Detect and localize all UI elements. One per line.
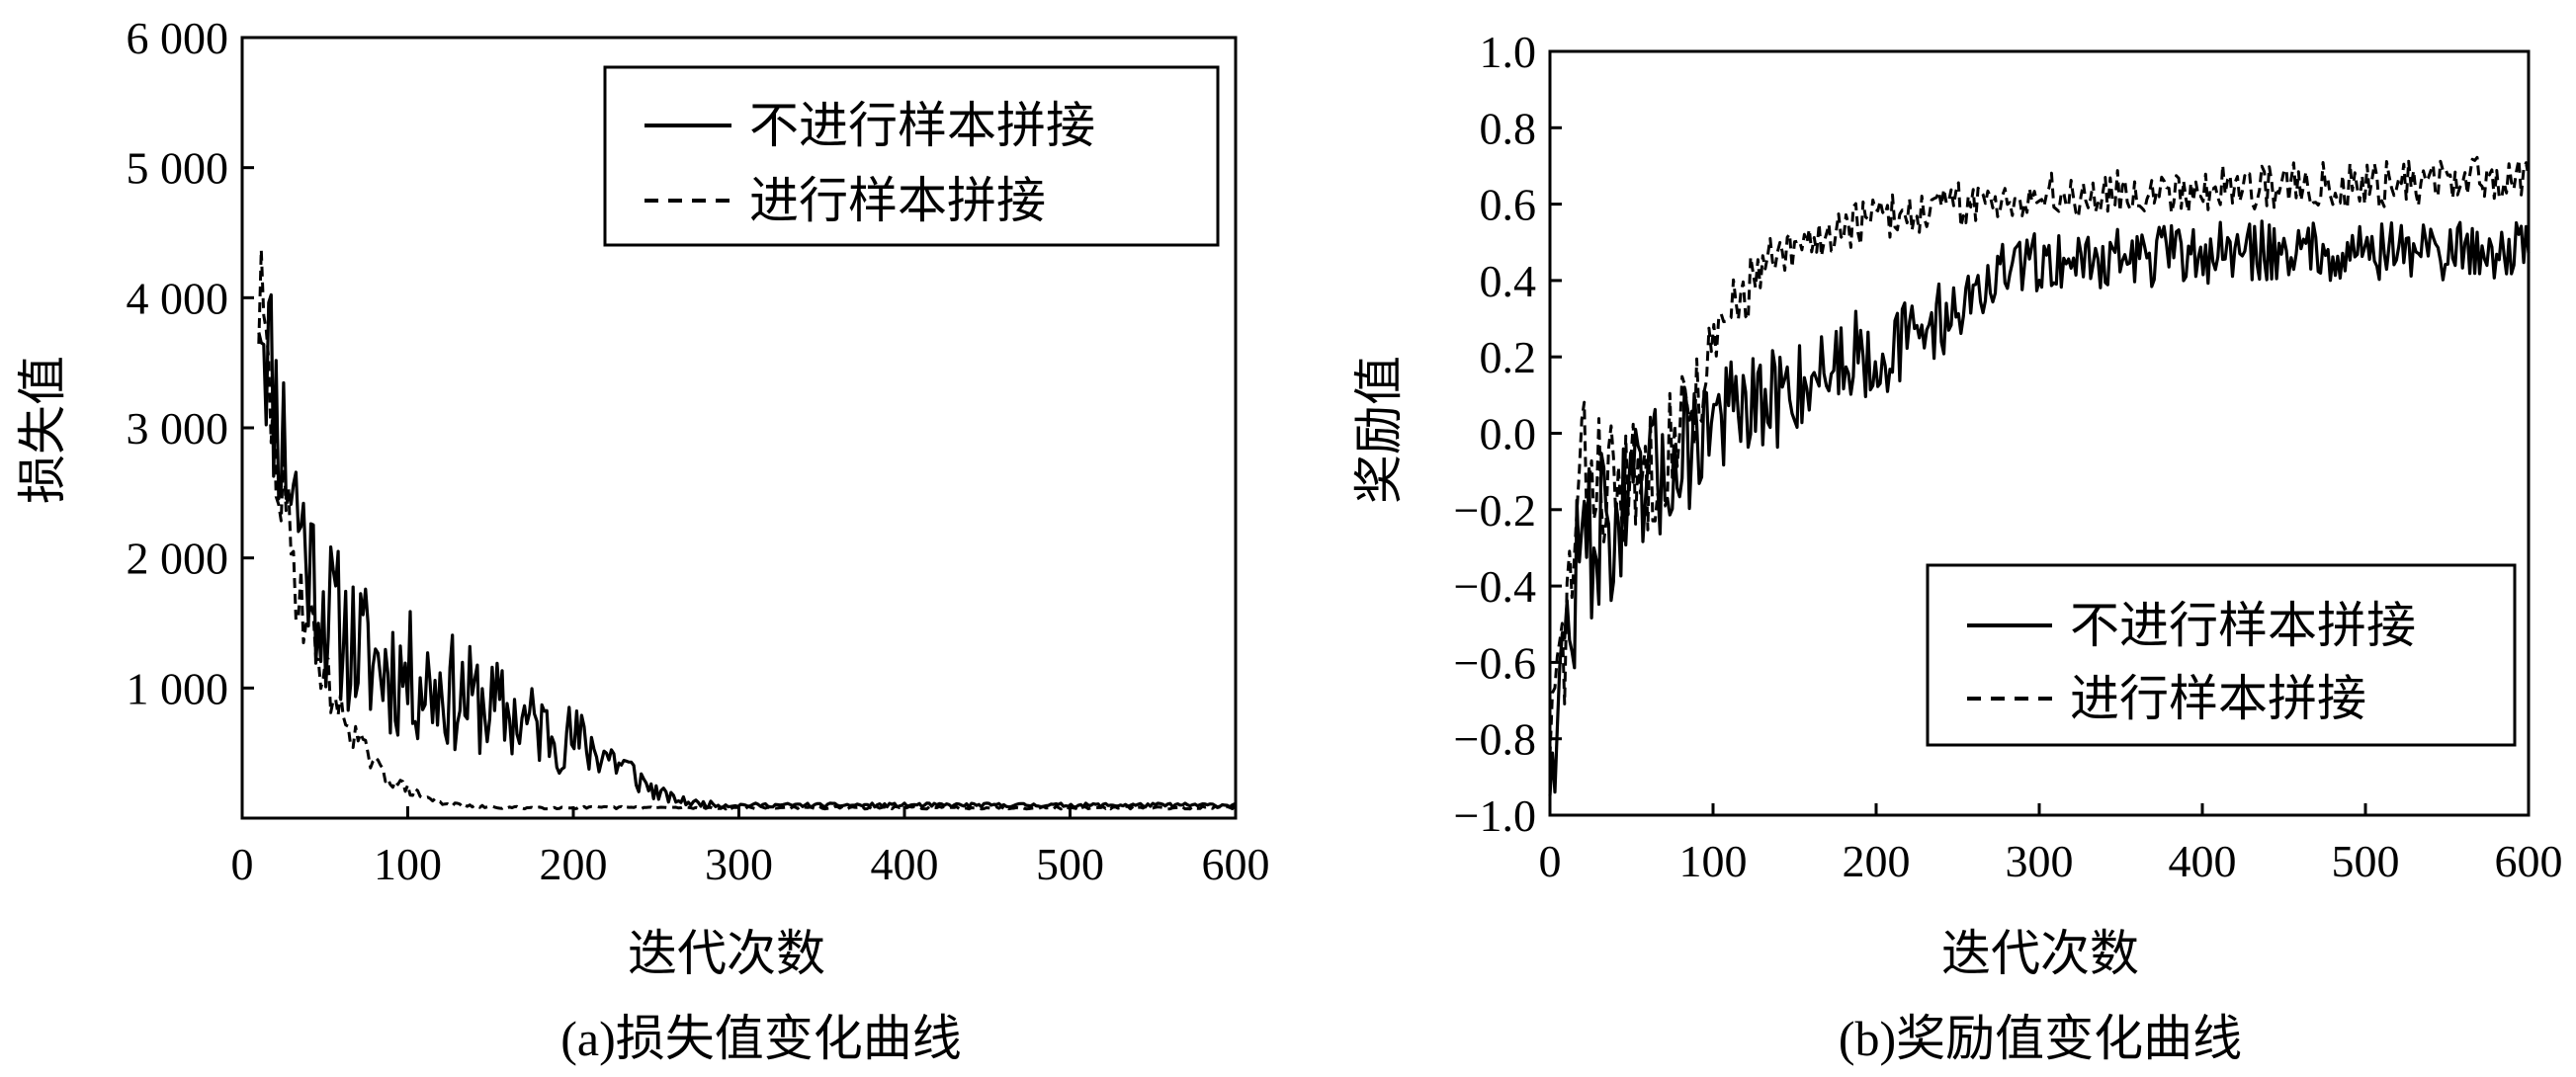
reward-x-tick-label: 0 — [1539, 836, 1562, 886]
reward-series-1 — [1548, 219, 2531, 796]
loss-legend-frame — [603, 65, 1220, 247]
loss-x-tick-label: 600 — [1202, 839, 1270, 889]
reward-x-tick-label: 100 — [1679, 836, 1748, 886]
loss-y-tick-label: 5 000 — [127, 143, 229, 194]
reward-y-tick-label: 1.0 — [1480, 27, 1537, 77]
loss-x-tick-label: 0 — [231, 839, 254, 889]
reward-y-tick-label: 0.4 — [1480, 256, 1537, 306]
reward-y-tick-label: −0.4 — [1454, 561, 1536, 612]
reward-x-tick-label: 400 — [2169, 836, 2237, 886]
reward-y-tick-label: 0.6 — [1480, 180, 1537, 230]
reward-y-tick-label: 0.0 — [1480, 409, 1537, 459]
loss-series-2 — [257, 248, 1237, 811]
loss-x-tick-label: 300 — [705, 839, 773, 889]
loss-legend-label-1: 不进行样本拼接 — [749, 98, 1095, 153]
reward-y-tick-label: −1.0 — [1454, 790, 1536, 841]
reward-y-tick-label: 0.8 — [1480, 103, 1537, 153]
reward-y-tick-label: 0.2 — [1480, 332, 1537, 382]
reward-y-tick-label: −0.6 — [1454, 637, 1536, 688]
loss-y-tick-label: 1 000 — [127, 663, 229, 713]
reward-x-tick-label: 500 — [2332, 836, 2400, 886]
reward-x-axis-label: 迭代次数 — [1941, 926, 2139, 981]
reward-legend-label-2: 进行样本拼接 — [2070, 671, 2366, 726]
loss-x-tick-label: 400 — [871, 839, 939, 889]
loss-y-tick-label: 3 000 — [127, 403, 229, 454]
loss-legend-label-2: 进行样本拼接 — [749, 173, 1046, 228]
reward-legend-label-1: 不进行样本拼接 — [2070, 598, 2416, 653]
loss-x-tick-label: 100 — [374, 839, 442, 889]
loss-x-tick-label: 500 — [1036, 839, 1104, 889]
loss-series-1 — [257, 292, 1236, 809]
reward-x-tick-label: 600 — [2495, 836, 2563, 886]
reward-chart: 0 100 200 300 400 500 600 −1.0 −0.8 −0.6 −0.4 −0.2 0… — [1351, 27, 2563, 1066]
loss-x-tick-label: 200 — [540, 839, 608, 889]
loss-y-axis-label: 损失值 — [15, 356, 70, 504]
loss-y-tick-label: 6 000 — [127, 13, 229, 63]
reward-x-tick-label: 200 — [1843, 836, 1911, 886]
loss-x-axis-label: 迭代次数 — [628, 926, 825, 981]
reward-legend: 不进行样本拼接 进行样本拼接 — [1926, 563, 2517, 747]
reward-y-tick-label: −0.2 — [1454, 485, 1536, 536]
reward-legend-frame — [1926, 563, 2517, 747]
reward-caption: (b)奖励值变化曲线 — [1839, 1011, 2242, 1066]
loss-legend: 不进行样本拼接 进行样本拼接 — [603, 65, 1220, 247]
loss-chart: 0 100 200 300 400 500 600 1 000 2 000 3 000 4 000 5… — [15, 13, 1270, 1066]
loss-y-tick-label: 2 000 — [127, 534, 229, 584]
loss-caption: (a)损失值变化曲线 — [560, 1011, 962, 1066]
reward-y-axis-label: 奖励值 — [1351, 356, 1407, 504]
loss-y-tick-label: 4 000 — [127, 273, 229, 323]
reward-series-2 — [1548, 155, 2531, 757]
reward-y-tick-label: −0.8 — [1454, 714, 1536, 765]
reward-x-tick-label: 300 — [2006, 836, 2074, 886]
